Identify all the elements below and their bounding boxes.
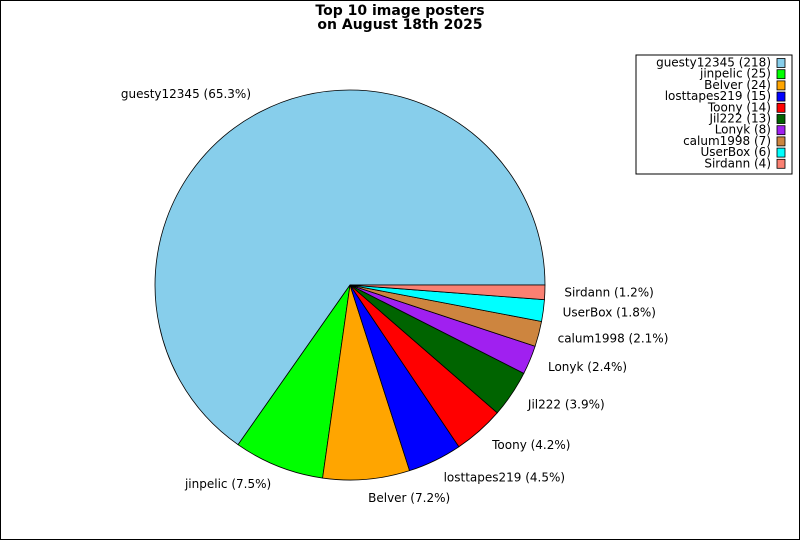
legend-label: Jil222 (13) bbox=[708, 112, 771, 126]
legend-label: Belver (24) bbox=[704, 78, 771, 92]
slice-label: UserBox (1.8%) bbox=[563, 306, 656, 320]
legend-swatch bbox=[776, 147, 786, 158]
legend-label: losttapes219 (15) bbox=[665, 89, 771, 103]
legend-swatch bbox=[776, 125, 786, 136]
slice-label: guesty12345 (65.3%) bbox=[121, 87, 251, 101]
legend-swatch bbox=[776, 58, 786, 68]
chart-title: Top 10 image posters bbox=[315, 3, 484, 19]
chart-subtitle: on August 18th 2025 bbox=[317, 17, 482, 33]
legend-swatch bbox=[776, 80, 786, 91]
legend-swatch bbox=[776, 91, 786, 102]
legend-label: UserBox (6) bbox=[701, 145, 771, 159]
legend-label: Lonyk (8) bbox=[715, 123, 771, 137]
slice-label: Toony (4.2%) bbox=[491, 438, 570, 452]
slice-label: jinpelic (7.5%) bbox=[184, 477, 271, 491]
pie-slice bbox=[349, 284, 546, 301]
legend-label: Sirdann (4) bbox=[704, 156, 771, 170]
legend-swatch bbox=[776, 69, 786, 80]
slice-label: losttapes219 (4.5%) bbox=[444, 471, 566, 485]
slice-label: Belver (7.2%) bbox=[368, 491, 450, 505]
slice-label: Lonyk (2.4%) bbox=[548, 360, 627, 374]
legend-label: Toony (14) bbox=[707, 100, 771, 114]
legend-swatch bbox=[776, 114, 786, 124]
legend-swatch bbox=[776, 136, 786, 147]
legend-label: guesty12345 (218) bbox=[656, 56, 771, 70]
legend-label: calum1998 (7) bbox=[683, 134, 771, 148]
slice-label: Sirdann (1.2%) bbox=[564, 286, 654, 300]
pie-slice bbox=[154, 89, 546, 446]
slice-label: calum1998 (2.1%) bbox=[558, 331, 669, 345]
legend-box bbox=[635, 54, 793, 175]
legend-swatch bbox=[776, 158, 786, 169]
legend-swatch bbox=[776, 102, 786, 113]
legend-label: jinpelic (25) bbox=[699, 67, 771, 81]
slice-label: Jil222 (3.9%) bbox=[527, 397, 605, 411]
